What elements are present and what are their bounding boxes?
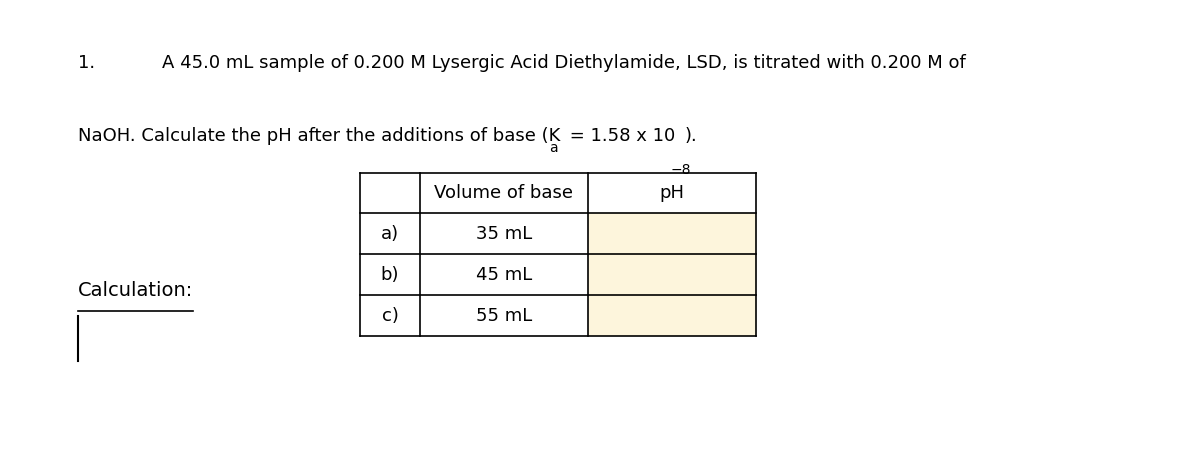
Text: NaOH. Calculate the pH after the additions of base (K: NaOH. Calculate the pH after the additio… [78,127,560,145]
Text: −8: −8 [670,163,690,178]
Text: c): c) [382,306,398,325]
FancyBboxPatch shape [588,173,756,213]
Text: Volume of base: Volume of base [434,184,574,202]
FancyBboxPatch shape [420,254,588,295]
Text: 35 mL: 35 mL [476,225,532,243]
FancyBboxPatch shape [360,295,420,336]
Text: a: a [548,141,557,155]
Text: 45 mL: 45 mL [476,266,532,284]
Text: b): b) [380,266,400,284]
Text: ).: ). [685,127,697,145]
FancyBboxPatch shape [420,173,588,213]
Text: Calculation:: Calculation: [78,281,193,301]
FancyBboxPatch shape [420,295,588,336]
FancyBboxPatch shape [588,213,756,254]
FancyBboxPatch shape [360,254,420,295]
Text: 55 mL: 55 mL [476,306,532,325]
FancyBboxPatch shape [588,254,756,295]
FancyBboxPatch shape [588,295,756,336]
Text: a): a) [380,225,400,243]
FancyBboxPatch shape [420,213,588,254]
Text: pH: pH [660,184,684,202]
FancyBboxPatch shape [360,213,420,254]
FancyBboxPatch shape [360,173,420,213]
Text: 1.: 1. [78,54,95,73]
Text: = 1.58 x 10: = 1.58 x 10 [564,127,674,145]
Text: A 45.0 mL sample of 0.200 M Lysergic Acid Diethylamide, LSD, is titrated with 0.: A 45.0 mL sample of 0.200 M Lysergic Aci… [162,54,966,73]
